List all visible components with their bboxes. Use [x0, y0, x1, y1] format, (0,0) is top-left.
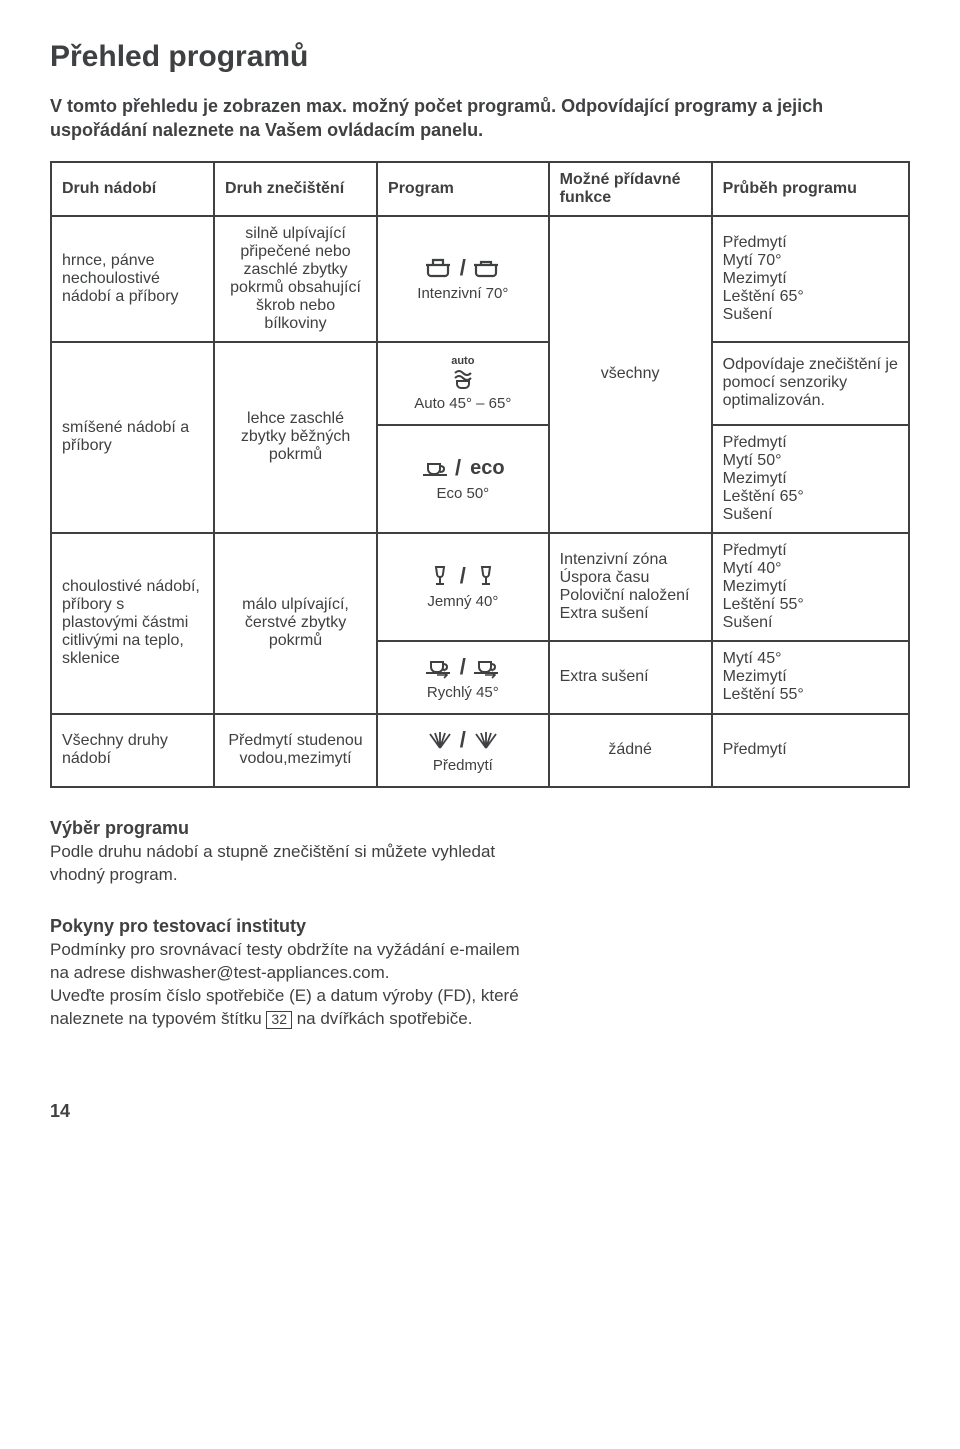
- pot-icon: [472, 255, 502, 281]
- cell-course: Předmytí Mytí 50° Mezimytí Leštění 65° S…: [712, 425, 909, 533]
- glass-icon: [472, 564, 500, 588]
- cell-addon: Intenzivní zóna Úspora času Poloviční na…: [549, 533, 712, 641]
- table-row: hrnce, pánve nechoulostivé nádobí a příb…: [51, 216, 909, 342]
- cell-soil: Předmytí studenou vodou,mezimytí: [214, 714, 377, 787]
- cell-soil: silně ulpívající připečené nebo zaschlé …: [214, 216, 377, 342]
- cell-soil: lehce zaschlé zbytky běžných pokrmů: [214, 342, 377, 533]
- section-body: Podle druhu nádobí a stupně znečištění s…: [50, 841, 530, 887]
- table-row: smíšené nádobí a příbory lehce zaschlé z…: [51, 342, 909, 425]
- slash-icon: /: [458, 727, 468, 753]
- slash-icon: /: [458, 255, 468, 281]
- auto-icon: [449, 367, 477, 391]
- cell-program: / eco Eco 50°: [377, 425, 549, 533]
- slash-icon: /: [458, 654, 468, 680]
- text-part: na dvířkách spotřebiče.: [292, 1009, 472, 1028]
- pot-icon: [424, 255, 454, 281]
- slash-icon: /: [458, 563, 468, 589]
- cup-arrow-icon: [472, 655, 502, 679]
- glass-icon: [426, 564, 454, 588]
- cell-program: / Intenzivní 70°: [377, 216, 549, 342]
- cell-dish: Všechny druhy nádobí: [51, 714, 214, 787]
- th-dish: Druh nádobí: [51, 162, 214, 216]
- th-soil: Druh znečištění: [214, 162, 377, 216]
- cell-addon: všechny: [549, 216, 712, 533]
- th-addon: Možné přídavné funkce: [549, 162, 712, 216]
- cell-program: / Rychlý 45°: [377, 641, 549, 714]
- program-table: Druh nádobí Druh znečištění Program Možn…: [50, 161, 910, 788]
- auto-label: auto: [382, 355, 544, 367]
- cell-course: Předmytí Mytí 70° Mezimytí Leštění 65° S…: [712, 216, 909, 342]
- intro-text: V tomto přehledu je zobrazen max. možný …: [50, 94, 910, 143]
- program-label: Předmytí: [382, 757, 544, 774]
- cell-dish: hrnce, pánve nechoulostivé nádobí a příb…: [51, 216, 214, 342]
- cell-dish: smíšené nádobí a příbory: [51, 342, 214, 533]
- cell-dish: choulostivé nádobí, příbory s plastovými…: [51, 533, 214, 714]
- cell-course: Předmytí Mytí 40° Mezimytí Leštění 55° S…: [712, 533, 909, 641]
- cup-arrow-icon: [424, 655, 454, 679]
- program-label: Intenzivní 70°: [382, 285, 544, 302]
- page-number: 14: [50, 1101, 910, 1122]
- th-program: Program: [377, 162, 549, 216]
- program-label: Eco 50°: [382, 485, 544, 502]
- cell-program: auto Auto 45° – 65°: [377, 342, 549, 425]
- cell-program: / Předmytí: [377, 714, 549, 787]
- program-label: Auto 45° – 65°: [382, 395, 544, 412]
- cell-course: Odpovídaje znečištění je pomocí senzorik…: [712, 342, 909, 425]
- program-label: Rychlý 45°: [382, 684, 544, 701]
- cell-program: / Jemný 40°: [377, 533, 549, 641]
- text-part: Podmínky pro srovnávací testy obdržíte n…: [50, 940, 520, 982]
- table-header-row: Druh nádobí Druh znečištění Program Možn…: [51, 162, 909, 216]
- slash-icon: /: [453, 455, 463, 481]
- section-body: Podmínky pro srovnávací testy obdržíte n…: [50, 939, 530, 1031]
- program-label: Jemný 40°: [382, 593, 544, 610]
- eco-label: eco: [470, 457, 504, 480]
- spray-icon: [426, 728, 454, 752]
- cell-soil: málo ulpívající, čerstvé zbytky pokrmů: [214, 533, 377, 714]
- section-heading: Pokyny pro testovací instituty: [50, 916, 910, 937]
- spray-icon: [472, 728, 500, 752]
- table-row: Všechny druhy nádobí Předmytí studenou v…: [51, 714, 909, 787]
- section-heading: Výběr programu: [50, 818, 910, 839]
- th-course: Průběh programu: [712, 162, 909, 216]
- cup-icon: [421, 457, 449, 479]
- page-title: Přehled programů: [50, 40, 910, 74]
- cell-addon: žádné: [549, 714, 712, 787]
- cell-course: Mytí 45° Mezimytí Leštění 55°: [712, 641, 909, 714]
- cell-course: Předmytí: [712, 714, 909, 787]
- table-row: choulostivé nádobí, příbory s plastovými…: [51, 533, 909, 641]
- boxed-number: 32: [266, 1011, 292, 1028]
- cell-addon: Extra sušení: [549, 641, 712, 714]
